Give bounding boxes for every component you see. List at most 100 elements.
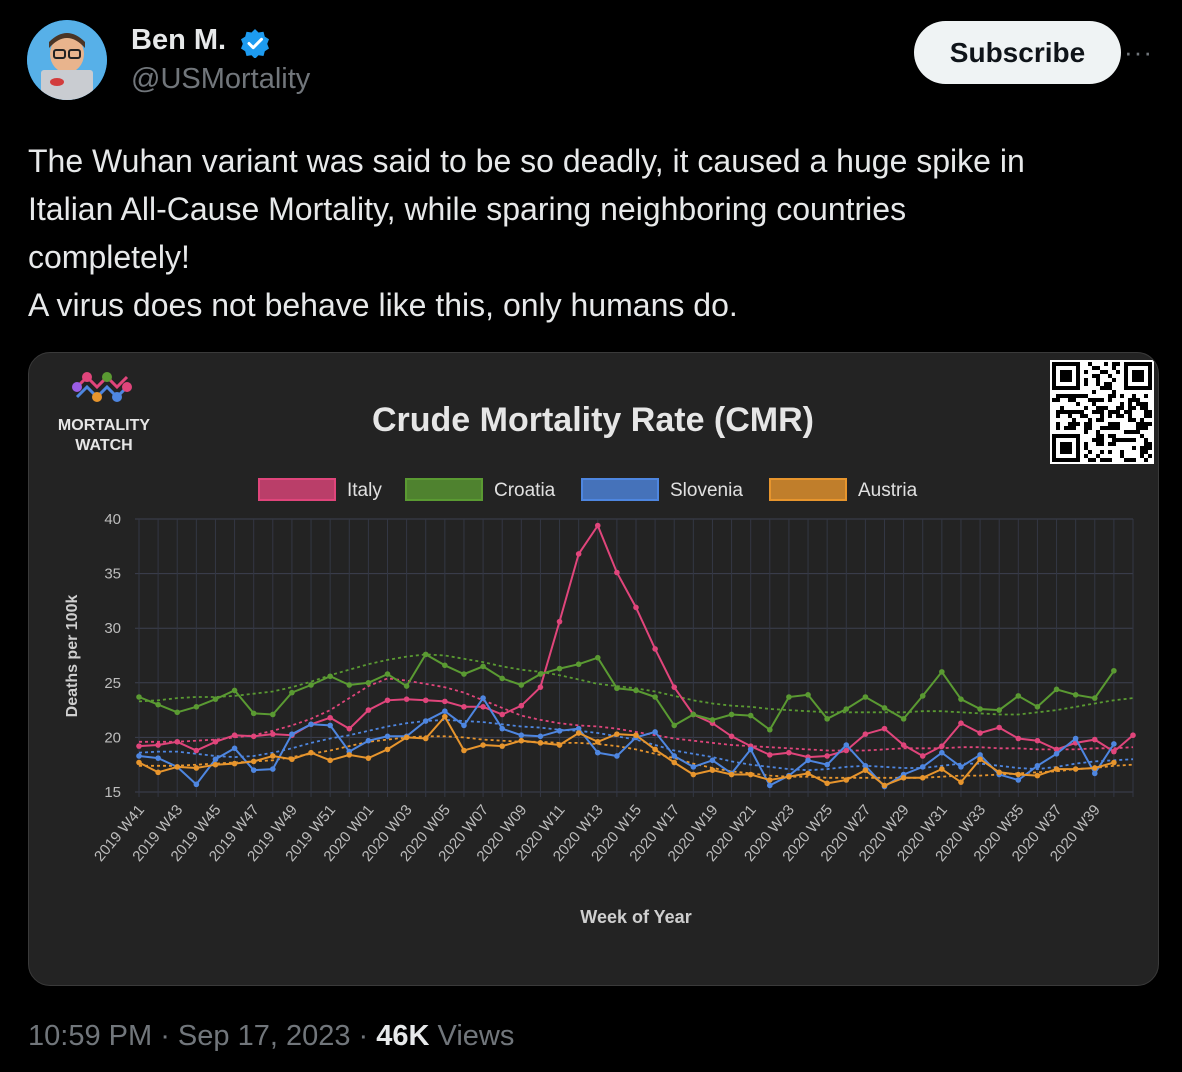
data-point [556, 618, 563, 625]
qr-module [1096, 410, 1100, 414]
data-point [709, 717, 716, 723]
qr-module [1072, 418, 1076, 422]
qr-module [1068, 410, 1072, 414]
qr-module [1076, 394, 1080, 398]
qr-module [1136, 402, 1140, 406]
data-point [977, 730, 983, 736]
qr-module [1084, 426, 1088, 430]
data-point [575, 551, 582, 557]
data-point [270, 731, 276, 737]
data-point [174, 764, 181, 770]
legend-label: Slovenia [670, 480, 743, 501]
qr-module [1116, 426, 1120, 430]
y-tick-label: 25 [104, 675, 121, 692]
qr-module [1100, 414, 1104, 418]
data-point [537, 684, 544, 690]
tweet-time[interactable]: 10:59 PM [28, 1020, 153, 1052]
qr-module [1132, 398, 1136, 402]
qr-module [1076, 402, 1080, 406]
author-handle[interactable]: @USMortality [131, 63, 311, 95]
data-point [671, 759, 678, 766]
qr-module [1084, 442, 1088, 446]
mortality-chart: MORTALITY WATCH Crude Mortality Rate (CM… [58, 360, 1154, 927]
data-point [155, 769, 161, 776]
data-point [1015, 735, 1022, 742]
data-point [996, 707, 1002, 713]
data-point [250, 758, 257, 765]
qr-module [1064, 410, 1068, 414]
data-point [537, 740, 544, 746]
chart-image[interactable]: MORTALITY WATCH Crude Mortality Rate (CM… [28, 352, 1159, 986]
data-point [403, 734, 410, 741]
data-point [250, 710, 257, 717]
data-point [824, 716, 830, 722]
qr-module [1108, 414, 1112, 418]
qr-module [1144, 442, 1148, 446]
data-point [231, 760, 238, 767]
data-point [327, 673, 333, 680]
qr-module [1116, 406, 1120, 410]
qr-module [1068, 422, 1072, 426]
qr-module [1068, 394, 1072, 398]
data-point [786, 694, 792, 700]
data-point [346, 682, 353, 688]
more-icon[interactable]: ··· [1124, 37, 1153, 67]
qr-module [1100, 426, 1104, 430]
qr-module [1108, 374, 1112, 378]
data-point [384, 671, 391, 677]
data-point [977, 706, 983, 712]
data-point [480, 742, 486, 748]
qr-module [1088, 418, 1092, 422]
qr-module [1096, 398, 1100, 402]
data-point [155, 742, 161, 748]
data-point [1091, 695, 1098, 701]
data-point [786, 749, 792, 756]
data-point [614, 753, 620, 759]
author-name[interactable]: Ben M. [131, 24, 227, 56]
data-point [289, 689, 295, 696]
data-point [843, 747, 850, 754]
data-point [1072, 692, 1079, 698]
data-point [633, 687, 639, 694]
qr-module [1104, 382, 1108, 386]
data-point [270, 711, 276, 718]
qr-module [1056, 410, 1060, 414]
data-point [1072, 766, 1079, 772]
data-point [728, 711, 735, 718]
qr-module [1140, 434, 1144, 438]
qr-module [1096, 378, 1100, 382]
qr-module [1104, 370, 1108, 374]
data-point [174, 709, 181, 716]
qr-module [1084, 382, 1088, 386]
legend-swatch [769, 478, 847, 501]
qr-module [1132, 446, 1136, 450]
data-point [1111, 741, 1117, 747]
avatar[interactable] [27, 20, 107, 100]
data-point [231, 687, 238, 694]
chart-grid [135, 518, 1134, 797]
qr-module [1112, 442, 1116, 446]
qr-module [1140, 402, 1144, 406]
qr-module [1136, 422, 1140, 426]
tweet-line: completely! [28, 239, 190, 275]
tweet-footer: 10:59 PM · Sep 17, 2023 · 46K Views [28, 1020, 514, 1053]
qr-module [1132, 438, 1136, 442]
qr-module [1116, 370, 1120, 374]
qr-module [1136, 398, 1140, 402]
tweet-date[interactable]: Sep 17, 2023 [177, 1020, 351, 1052]
data-point [843, 742, 850, 748]
qr-module [1108, 442, 1112, 446]
qr-module [1104, 386, 1108, 390]
subscribe-button[interactable]: Subscribe [914, 21, 1121, 84]
qr-module [1116, 414, 1120, 418]
legend-label: Italy [347, 480, 382, 501]
data-point [862, 694, 869, 700]
logo-text: MORTALITY [58, 417, 150, 434]
qr-module [1092, 390, 1096, 394]
qr-module [1100, 438, 1104, 442]
qr-module [1096, 418, 1100, 422]
data-point [1111, 748, 1117, 755]
qr-module [1140, 450, 1144, 454]
qr-module [1144, 402, 1148, 406]
